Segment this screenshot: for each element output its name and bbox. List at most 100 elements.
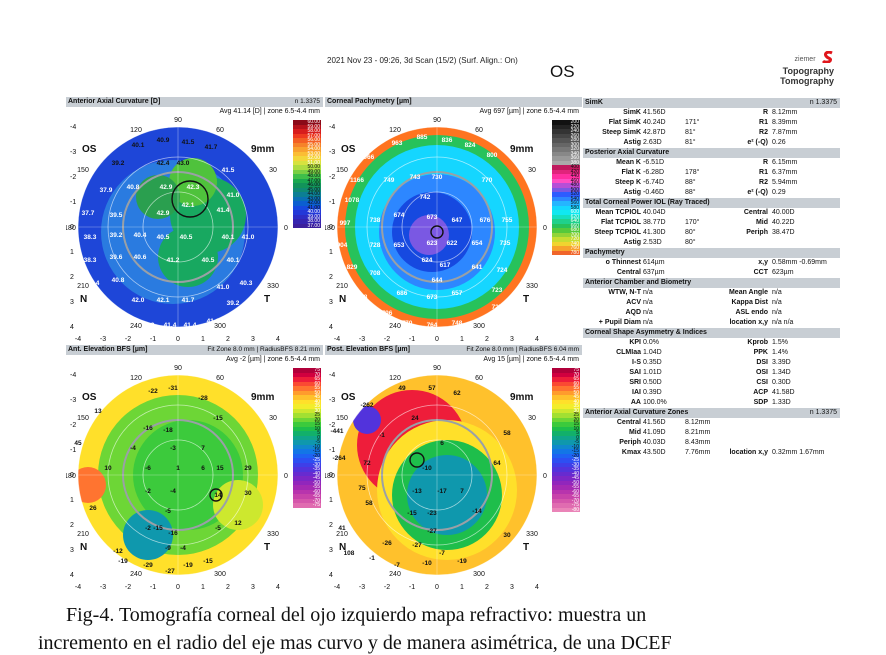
scale-step: 200 bbox=[552, 120, 580, 125]
scale-step: 15 bbox=[293, 422, 321, 427]
scale-step: 57.00 bbox=[293, 133, 321, 138]
panel-title: Anterior Axial Curvature [D] bbox=[68, 98, 161, 105]
degree-label: 30 bbox=[269, 167, 277, 174]
map-value: 738 bbox=[370, 217, 381, 224]
table-row: Flat SimK 40.24D 171° R1 8.39mm bbox=[583, 118, 840, 128]
x-axis-tick: 1 bbox=[460, 336, 464, 343]
row-label: Mean K bbox=[616, 159, 641, 166]
scale-step: -60 bbox=[293, 489, 321, 494]
row-axis: 80° bbox=[685, 239, 696, 246]
x-axis-tick: 2 bbox=[226, 584, 230, 591]
scale-step: 50.00 bbox=[293, 165, 321, 170]
degree-label: 330 bbox=[526, 283, 538, 290]
row-label2: R1 bbox=[759, 119, 768, 126]
panel-title: Corneal Pachymetry [µm] bbox=[327, 98, 412, 105]
scale-step: 65 bbox=[552, 377, 580, 382]
table-row: AQD n/a ASL endo n/a bbox=[583, 308, 840, 318]
scale-step: 30 bbox=[293, 408, 321, 413]
row-label: Mean TCPIOL bbox=[595, 209, 641, 216]
color-scale: 75 70 65 60 55 50 45 40 35 30 25 20 15 10 5 0 -5 -10 -15 -2… bbox=[293, 368, 321, 508]
scale-step: 44.00 bbox=[293, 192, 321, 197]
panel-title-bar: Ant. Elevation BFS [µm] Fit Zone 8.0 mm |… bbox=[66, 345, 323, 355]
row-label: KPI bbox=[629, 339, 641, 346]
table-row: KPI 0.0% Kprob 1.5% bbox=[583, 338, 840, 348]
scale-step: 640 bbox=[552, 219, 580, 224]
row-value: 0.50D bbox=[643, 379, 662, 386]
map-value: -5 bbox=[165, 508, 171, 515]
map-value: -2 bbox=[145, 488, 151, 495]
scale-step: 43.00 bbox=[293, 196, 321, 201]
map-value: -3 bbox=[170, 445, 176, 452]
row-label: o Thinnest bbox=[605, 259, 641, 266]
scale-step: 400 bbox=[552, 165, 580, 170]
row-label: Flat SimK bbox=[608, 119, 641, 126]
map-value: -262 bbox=[360, 402, 373, 409]
degree-label: 60 bbox=[216, 375, 224, 382]
map-value: 657 bbox=[452, 290, 463, 297]
row-label: SRI bbox=[629, 379, 641, 386]
row-axis: 170° bbox=[685, 219, 700, 226]
map-value: 728 bbox=[370, 242, 381, 249]
table-row: SRI 0.50D CSI 0.30D bbox=[583, 378, 840, 388]
degree-label: 300 bbox=[214, 323, 226, 330]
color-scale: 60.00 59.00 58.00 57.00 56.00 55.00 54.00 53.00… bbox=[293, 120, 321, 228]
brand-logo: ziemer Topography Tomography bbox=[780, 48, 834, 86]
scale-step: 37.00 bbox=[293, 223, 321, 228]
row-value: 2.53D bbox=[643, 239, 662, 246]
degree-label: 0 bbox=[284, 225, 288, 232]
degree-label: 120 bbox=[389, 375, 401, 382]
map-value: 42.4 bbox=[157, 160, 170, 167]
x-axis-tick: -1 bbox=[409, 336, 415, 343]
map-value: 7 bbox=[201, 445, 205, 452]
map-value: 749 bbox=[384, 177, 395, 184]
x-axis-tick: 3 bbox=[251, 336, 255, 343]
scale-step: 45.00 bbox=[293, 187, 321, 192]
map-value: 686 bbox=[397, 290, 408, 297]
panel-info: Fit Zone 8.0 mm | RadiusBFS 6.04 mm bbox=[466, 346, 579, 353]
y-axis-tick: 2 bbox=[70, 274, 74, 281]
table-row: IAI 0.39D ACP 41.58D bbox=[583, 388, 840, 398]
scale-step: -70 bbox=[293, 498, 321, 503]
map-value: -15 bbox=[153, 525, 163, 532]
table-row: Kmax 43.50D 7.76mm location x,y 0.32mm 1.67m… bbox=[583, 448, 840, 458]
panel-title-bar: Post. Elevation BFS [µm] Fit Zone 8.0 mm … bbox=[325, 345, 582, 355]
y-axis-tick: 3 bbox=[329, 299, 333, 306]
map-fill bbox=[337, 127, 537, 327]
row-label: AQD bbox=[625, 309, 641, 316]
table-row: Mid 41.09D 8.21mm bbox=[583, 428, 840, 438]
row-value: 41.30D bbox=[643, 229, 666, 236]
scale-step: 460 bbox=[552, 178, 580, 183]
map-value: -15 bbox=[407, 510, 417, 517]
row-label: Astig bbox=[623, 239, 642, 246]
map-value: 41.7 bbox=[182, 297, 195, 304]
scale-step: 10 bbox=[293, 426, 321, 431]
map-value: -31 bbox=[168, 385, 178, 392]
y-axis-tick: -2 bbox=[329, 174, 335, 181]
map-value: 40.8 bbox=[117, 314, 130, 321]
map-value: 13 bbox=[94, 408, 102, 415]
map-value: 62 bbox=[453, 390, 461, 397]
scale-step: 30 bbox=[552, 408, 580, 413]
scale-step: -5 bbox=[293, 440, 321, 445]
map-value: 38.4 bbox=[87, 280, 100, 287]
row-axis: 178° bbox=[685, 169, 700, 176]
map-value: -6 bbox=[145, 465, 151, 472]
map-value: 58 bbox=[365, 500, 373, 507]
row-label: Flat K bbox=[621, 169, 641, 176]
brand-small: ziemer bbox=[794, 56, 816, 63]
map-value: 623 bbox=[427, 240, 438, 247]
row-label2: e² (-Q) bbox=[747, 189, 768, 196]
row-value: n/a bbox=[643, 319, 653, 326]
map-value: 829 bbox=[347, 264, 358, 271]
row-axis: 80° bbox=[685, 229, 696, 236]
marker-circle bbox=[209, 488, 223, 502]
row-label2: R1 bbox=[759, 169, 768, 176]
map-value: 39.5 bbox=[110, 212, 123, 219]
x-axis-tick: -1 bbox=[150, 584, 156, 591]
map-value: 40.8 bbox=[112, 277, 125, 284]
section-title: Corneal Shape Asymmetry & Indices bbox=[585, 329, 707, 336]
map-value: 727 bbox=[492, 304, 503, 311]
scale-step: 300 bbox=[552, 142, 580, 147]
degree-label: 0 bbox=[543, 473, 547, 480]
row-value2: 6.37mm bbox=[772, 169, 798, 176]
